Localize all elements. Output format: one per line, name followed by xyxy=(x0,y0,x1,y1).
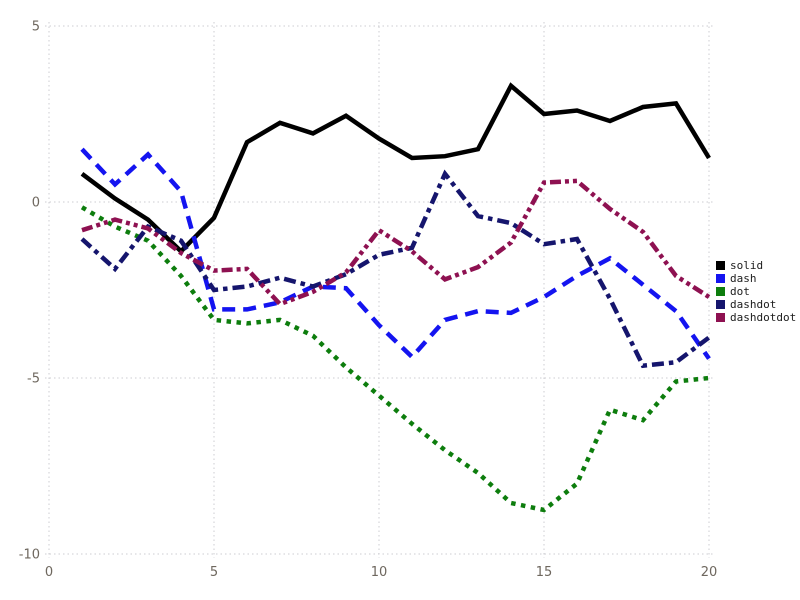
legend-item-solid: solid xyxy=(716,259,796,272)
legend-swatch-dot xyxy=(716,287,725,296)
legend-label: dashdot xyxy=(730,298,777,311)
legend-label: solid xyxy=(730,259,764,272)
series-line-dashdot xyxy=(80,169,711,369)
x-axis-tick-label: 5 xyxy=(210,565,218,580)
legend-item-dashdotdot: dashdotdot xyxy=(716,311,796,324)
series-line-solid xyxy=(80,82,711,255)
x-axis-tick-label: 20 xyxy=(701,565,718,580)
y-axis-tick-label: 0 xyxy=(32,196,40,211)
series-line-dash xyxy=(80,147,711,361)
x-axis-tick-label: 15 xyxy=(536,565,553,580)
legend-swatch-dashdot xyxy=(716,300,725,309)
legend-label: dash xyxy=(730,272,757,285)
legend-swatch-dash xyxy=(716,274,725,283)
legend-item-dashdot: dashdot xyxy=(716,298,796,311)
y-axis-tick-label: -10 xyxy=(19,548,40,563)
legend-item-dash: dash xyxy=(716,272,796,285)
y-axis-tick-label: 5 xyxy=(32,20,40,35)
x-axis-tick-label: 0 xyxy=(45,565,53,580)
chart-legend: solid dash dot dashdot dashdotdot xyxy=(716,259,796,324)
legend-label: dot xyxy=(730,285,750,298)
legend-label: dashdotdot xyxy=(730,311,797,324)
legend-swatch-dashdotdot xyxy=(716,313,725,322)
x-axis-tick-label: 10 xyxy=(371,565,388,580)
legend-swatch-solid xyxy=(716,261,725,270)
series-line-dashdotdot xyxy=(81,178,711,307)
legend-item-dot: dot xyxy=(716,285,796,298)
series-line-dot xyxy=(80,205,710,513)
y-axis-tick-label: -5 xyxy=(27,372,40,387)
